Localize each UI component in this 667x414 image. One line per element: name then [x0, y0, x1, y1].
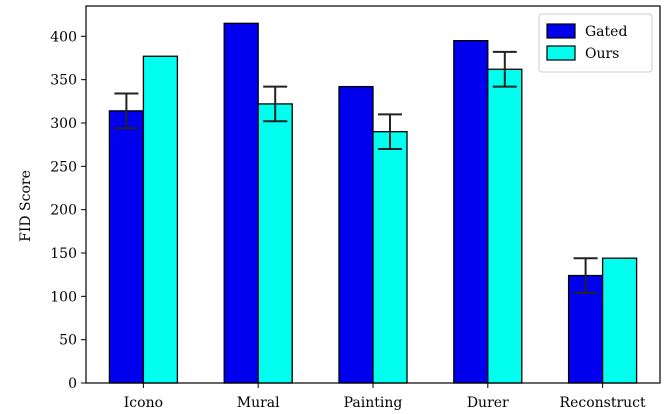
x-tick-label: Painting [344, 395, 403, 411]
x-tick-label: Mural [237, 395, 280, 411]
error-bars [114, 50, 598, 294]
legend-swatch-ours [546, 45, 576, 61]
bar-ours-mural [257, 103, 293, 384]
x-axis-ticks: Icono Mural Painting Durer Reconstruct [124, 383, 646, 411]
y-tick-label: 350 [50, 73, 77, 89]
legend: Gated Ours [538, 13, 653, 73]
bar-gated-painting [338, 85, 374, 384]
legend-swatch-gated [546, 23, 576, 39]
bar-gated-durer [453, 40, 489, 384]
y-tick-label: 0 [68, 376, 77, 392]
bar-ours-durer [487, 68, 523, 384]
y-tick-label: 250 [50, 159, 77, 175]
x-tick-label: Durer [467, 395, 509, 411]
y-tick-label: 100 [50, 289, 77, 305]
legend-label-ours: Ours [585, 46, 619, 62]
y-tick-label: 50 [59, 333, 77, 349]
bar-gated-icono [108, 110, 145, 384]
bar-ours-icono [142, 55, 179, 384]
y-tick-label: 200 [50, 203, 77, 219]
bar-gated-mural [223, 22, 259, 384]
y-tick-label: 400 [50, 29, 77, 45]
x-tick-label: Icono [124, 395, 163, 411]
legend-label-gated: Gated [585, 24, 627, 40]
bar-ours-reconstruct [601, 257, 638, 384]
bars [108, 22, 638, 384]
y-tick-label: 300 [50, 116, 77, 132]
bar-ours-painting [372, 131, 408, 384]
x-tick-label: Reconstruct [560, 395, 646, 411]
y-axis-ticks: 0 50 100 150 200 250 300 350 400 [50, 29, 86, 392]
y-axis-label: FID Score [18, 170, 34, 242]
legend-box [538, 13, 653, 73]
plot-frame [85, 5, 661, 384]
y-tick-label: 150 [50, 246, 77, 262]
